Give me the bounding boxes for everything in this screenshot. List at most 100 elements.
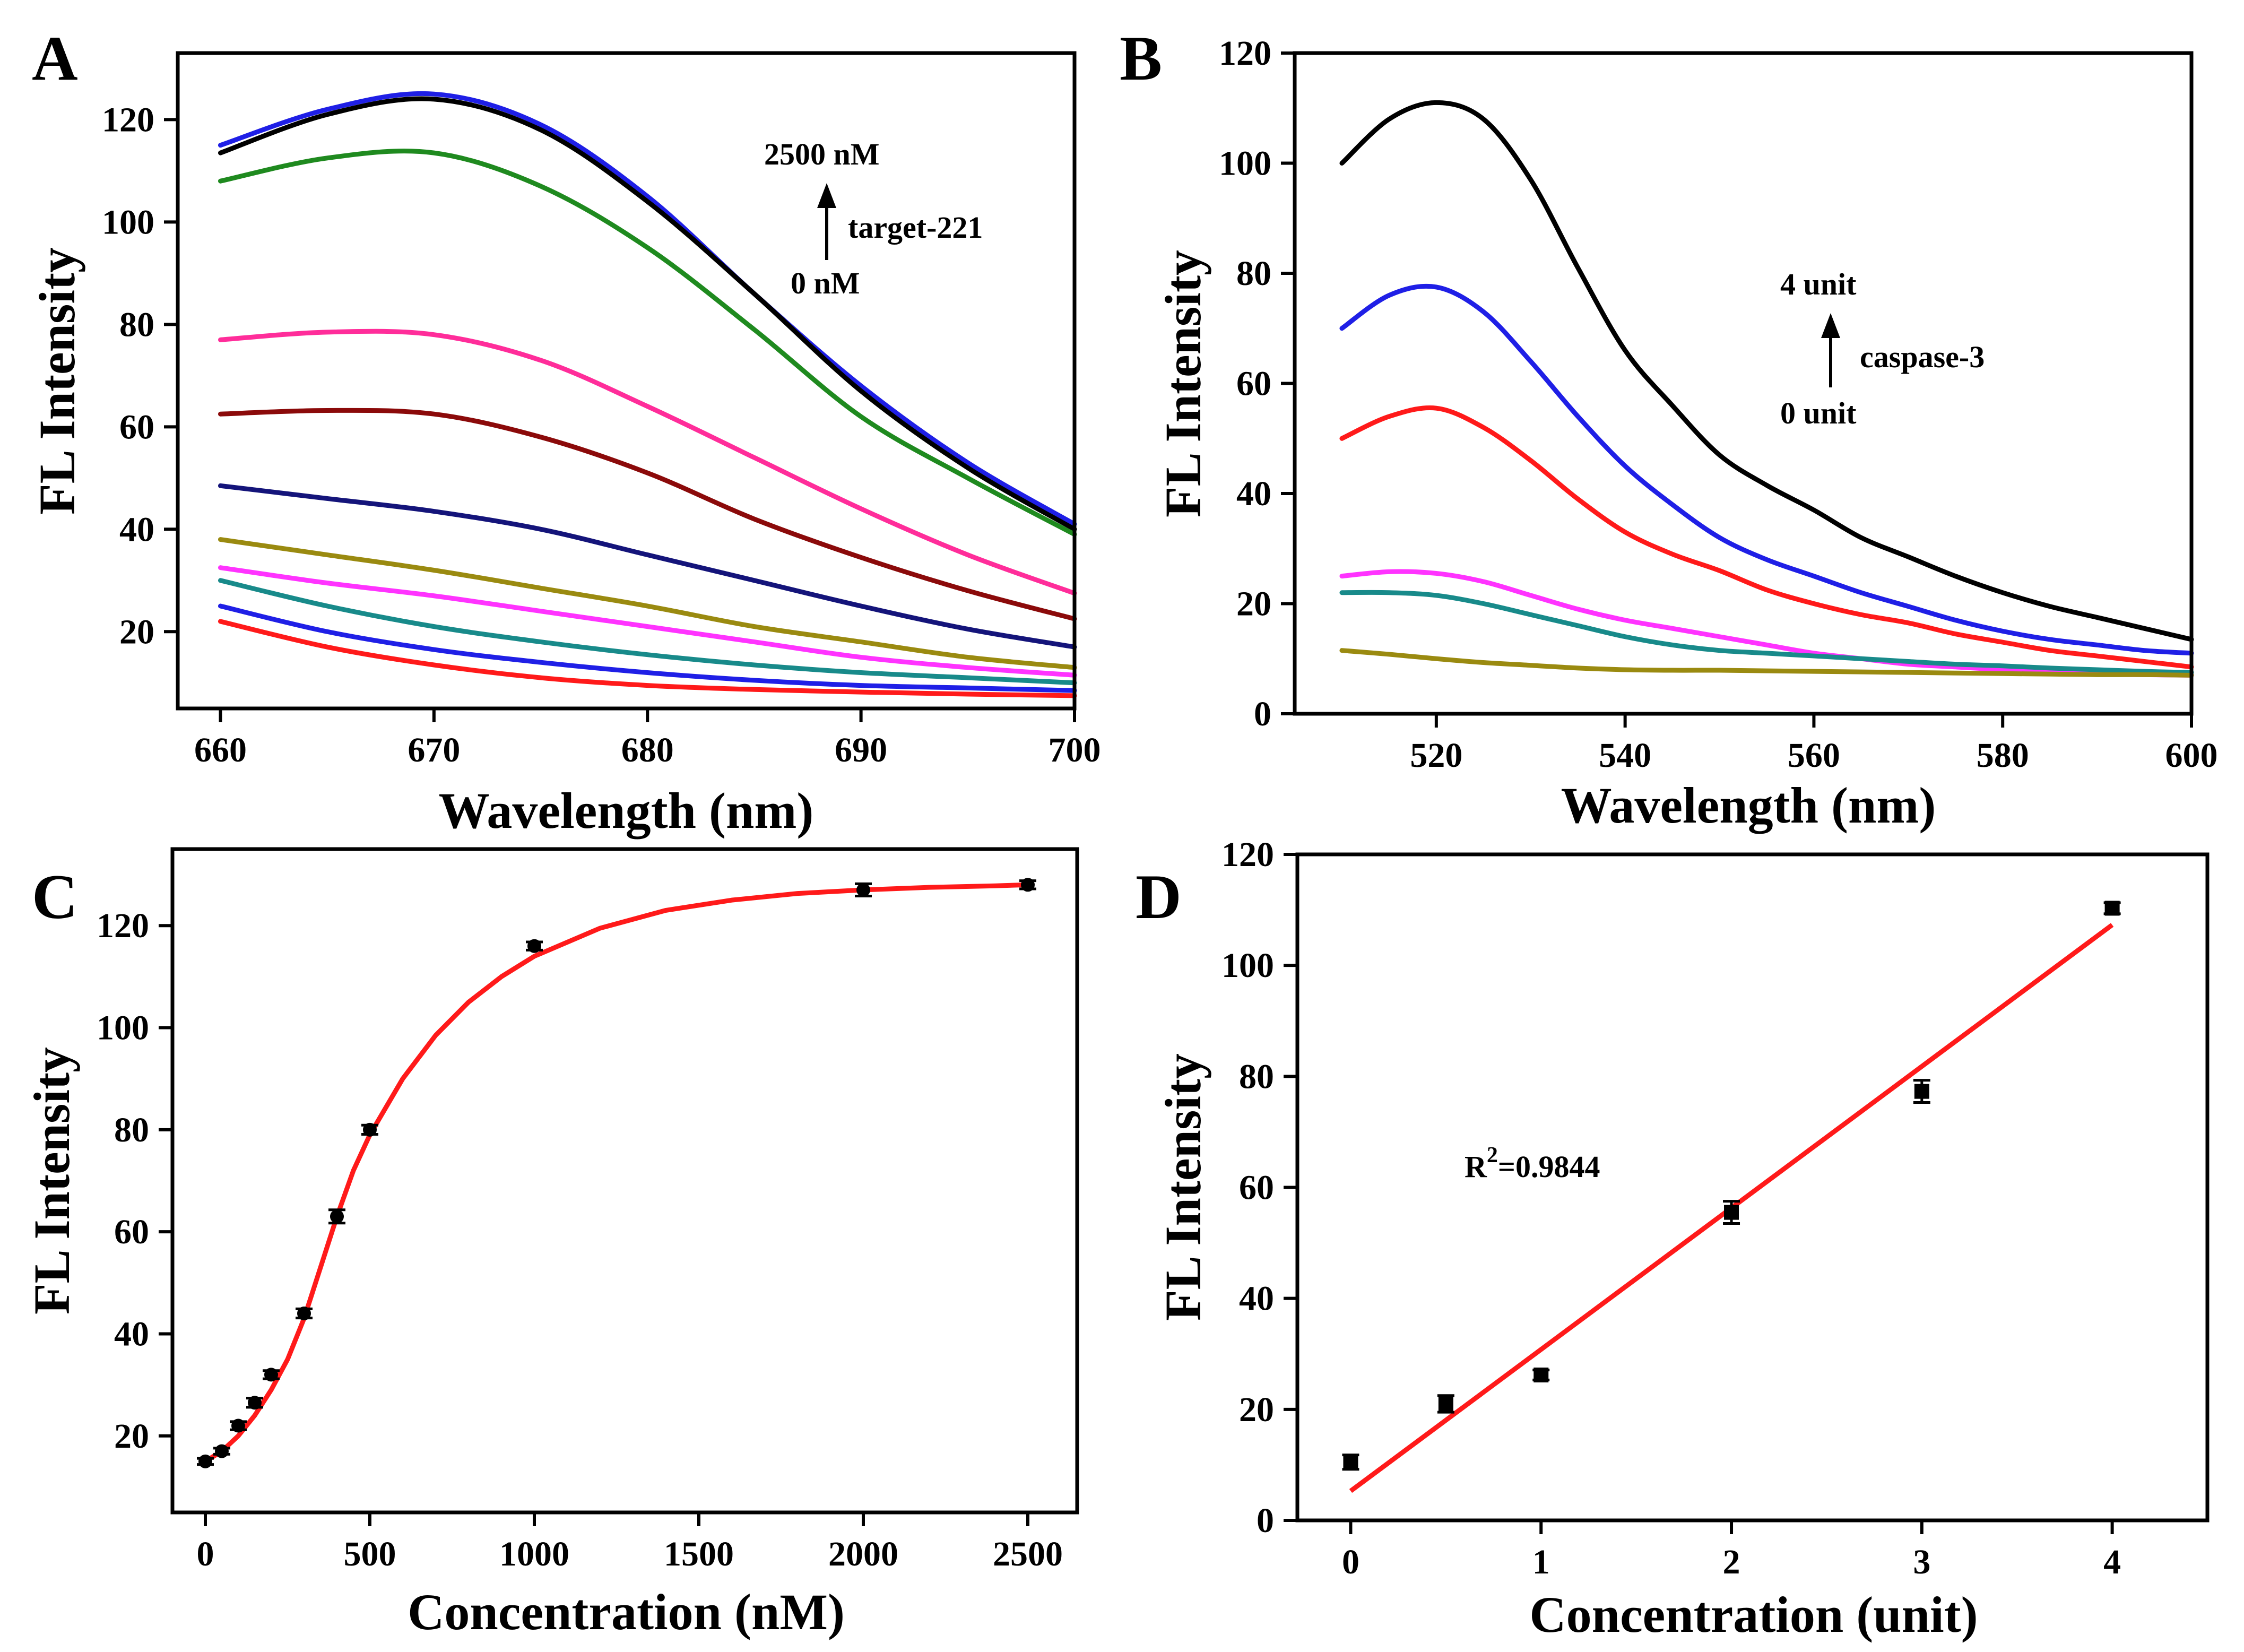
panel-letter-b: B bbox=[1120, 23, 1162, 93]
panel-c-ytick-label-5: 120 bbox=[97, 906, 149, 945]
panel-a-series-10-red bbox=[218, 619, 1077, 698]
panel-c-xlabel: Concentration (nM) bbox=[408, 1584, 845, 1640]
panel-a-ticks: 660 670 680 690 700 20 40 60 80 100 120 bbox=[102, 100, 1101, 769]
panel-d-series bbox=[1342, 901, 2121, 1493]
panel-c-fit-line bbox=[204, 882, 1028, 1464]
panel-c-frame bbox=[170, 847, 1079, 1515]
panel-b-annot-arrow-label: caspase-3 bbox=[1860, 340, 1985, 374]
panel-c-ticks: 0 500 1000 1500 2000 2500 20 40 60 80 100 120 bbox=[97, 906, 1063, 1573]
panel-a-frame bbox=[176, 51, 1077, 711]
panel-a-xtick-label-2: 680 bbox=[621, 731, 674, 769]
panel-a-arrow-head bbox=[817, 183, 836, 208]
panel-b-xlabel: Wavelength (nm) bbox=[1561, 777, 1936, 834]
panel-d-ytick-label-1: 20 bbox=[1239, 1390, 1274, 1429]
panel-d-xtick-label-1: 1 bbox=[1532, 1543, 1550, 1581]
panel-b-xtick-label-2: 560 bbox=[1788, 736, 1840, 775]
panel-letter-d: D bbox=[1136, 861, 1182, 932]
panel-a-annot-bottom: 0 nM bbox=[791, 266, 860, 300]
panel-b-ytick-label-3: 60 bbox=[1236, 365, 1271, 403]
panel-a-ytick-label-2: 60 bbox=[119, 408, 154, 446]
panel-d-xtick-label-3: 3 bbox=[1913, 1543, 1930, 1581]
panel-a-ytick-label-1: 40 bbox=[119, 510, 154, 549]
panel-d-r2-annotation: R2=0.9844 bbox=[1465, 1143, 1600, 1184]
panel-b-series-5-olive bbox=[1339, 648, 2194, 678]
panel-b: B 520 540 560 580 600 0 20 40 60 80 100 120 Wavelen… bbox=[1120, 23, 2218, 834]
panel-b-ylabel: FL Intensity bbox=[1155, 250, 1211, 517]
panel-b-ytick-label-5: 100 bbox=[1219, 144, 1271, 183]
panel-c-point-4 bbox=[264, 1368, 278, 1382]
panel-d-xlabel: Concentration (unit) bbox=[1529, 1586, 1978, 1643]
panel-b-series bbox=[1339, 100, 2194, 678]
panel-d-ytick-label-4: 80 bbox=[1239, 1057, 1274, 1096]
panel-a: A 660 670 680 690 700 20 40 60 80 100 120 Waveleng… bbox=[29, 23, 1101, 839]
panel-d-point-1 bbox=[1438, 1396, 1453, 1412]
panel-a-series-4-maroon bbox=[218, 408, 1077, 621]
panel-a-xtick-label-4: 700 bbox=[1049, 731, 1101, 769]
panel-c-point-9 bbox=[856, 883, 870, 897]
panel-a-ytick-label-4: 100 bbox=[102, 203, 154, 241]
panel-c-xtick-label-5: 2500 bbox=[993, 1535, 1063, 1573]
panel-c-point-3 bbox=[248, 1396, 262, 1410]
panel-d-ylabel: FL Intensity bbox=[1155, 1053, 1211, 1321]
panel-letter-a: A bbox=[32, 23, 78, 93]
panel-d-point-0 bbox=[1343, 1455, 1358, 1470]
panel-b-xtick-label-0: 520 bbox=[1410, 736, 1462, 775]
panel-b-ytick-label-4: 80 bbox=[1236, 254, 1271, 293]
panel-a-series-0-blue bbox=[218, 91, 1077, 527]
panel-c: C 0 500 1000 1500 2000 2500 20 40 60 80 100 120 Con… bbox=[23, 847, 1079, 1640]
panel-a-xlabel: Wavelength (nm) bbox=[439, 782, 814, 839]
panel-c-point-6 bbox=[330, 1209, 344, 1224]
panel-c-point-1 bbox=[215, 1444, 229, 1458]
panel-d-ytick-label-0: 0 bbox=[1257, 1501, 1274, 1540]
panel-d-point-2 bbox=[1533, 1367, 1549, 1382]
panel-d-ytick-label-6: 120 bbox=[1221, 835, 1274, 874]
panel-a-series-9-blue bbox=[218, 603, 1077, 693]
panel-a-series-2-green bbox=[218, 149, 1077, 537]
panel-a-ytick-label-3: 80 bbox=[119, 305, 154, 344]
panel-a-xtick-label-0: 660 bbox=[194, 731, 247, 769]
panel-a-series bbox=[218, 91, 1077, 698]
panel-a-ylabel: FL Intensity bbox=[29, 247, 85, 515]
panel-d-point-4 bbox=[1914, 1084, 1929, 1099]
panel-c-ytick-label-2: 60 bbox=[114, 1213, 149, 1251]
panel-c-ytick-label-1: 40 bbox=[114, 1314, 149, 1353]
panel-a-series-3-pink bbox=[218, 328, 1077, 596]
panel-c-xtick-label-2: 1000 bbox=[499, 1535, 569, 1573]
panel-b-ticks: 520 540 560 580 600 0 20 40 60 80 100 120 bbox=[1219, 34, 2218, 775]
panel-a-ytick-label-0: 20 bbox=[119, 612, 154, 651]
panel-b-xtick-label-3: 580 bbox=[1977, 736, 2029, 775]
panel-c-point-8 bbox=[527, 939, 541, 953]
panel-d-xtick-label-4: 4 bbox=[2103, 1543, 2121, 1581]
panel-b-ytick-label-1: 20 bbox=[1236, 585, 1271, 624]
panel-c-xtick-label-4: 2000 bbox=[828, 1535, 898, 1573]
panel-a-series-7-magenta bbox=[218, 565, 1077, 678]
panel-a-series-8-teal bbox=[218, 578, 1077, 686]
panel-a-series-5-navy bbox=[218, 483, 1077, 650]
panel-b-xtick-label-1: 540 bbox=[1599, 736, 1651, 775]
panel-b-series-2-red bbox=[1339, 405, 2194, 670]
panel-a-ytick-label-5: 120 bbox=[102, 100, 154, 139]
panel-b-series-0-black bbox=[1339, 100, 2194, 642]
panel-c-point-5 bbox=[297, 1307, 311, 1320]
panel-b-frame bbox=[1293, 51, 2194, 716]
panel-a-annot-top: 2500 nM bbox=[764, 137, 880, 171]
panel-d-ytick-label-5: 100 bbox=[1221, 946, 1274, 985]
panel-c-xtick-label-0: 0 bbox=[197, 1535, 214, 1573]
panel-d-frame bbox=[1295, 852, 2210, 1523]
panel-a-annot-arrow-label: target-221 bbox=[848, 210, 983, 245]
panel-b-ytick-label-6: 120 bbox=[1219, 34, 1271, 73]
panel-d-point-5 bbox=[2104, 901, 2120, 916]
panel-b-series-4-teal bbox=[1339, 590, 2194, 675]
panel-c-point-10 bbox=[1021, 878, 1035, 892]
panel-c-ylabel: FL Intensity bbox=[23, 1047, 80, 1314]
r2-superscript: 2 bbox=[1487, 1143, 1498, 1167]
panel-b-ytick-label-2: 40 bbox=[1236, 474, 1271, 513]
panel-c-ytick-label-4: 100 bbox=[97, 1009, 149, 1048]
panel-c-point-2 bbox=[231, 1419, 245, 1433]
panel-b-annot-top: 4 unit bbox=[1780, 267, 1857, 301]
panel-c-series bbox=[197, 878, 1036, 1468]
panel-c-point-7 bbox=[363, 1122, 377, 1137]
